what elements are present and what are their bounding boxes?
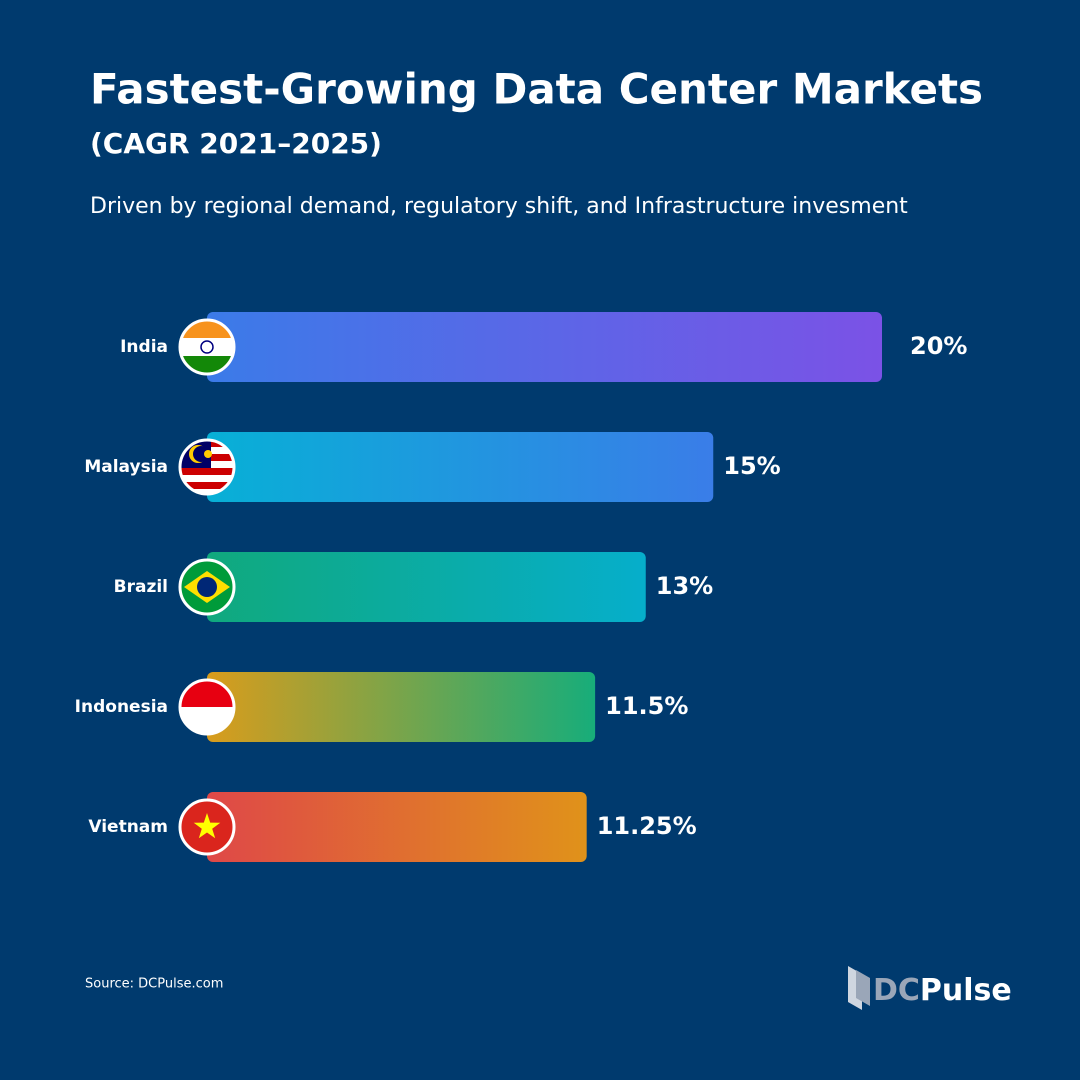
flag-globe: [197, 577, 217, 597]
value-label: 20%: [910, 332, 967, 360]
flag: [180, 800, 234, 854]
flag-stripe: [180, 468, 234, 475]
bar: [207, 312, 882, 382]
value-label: 11.5%: [605, 692, 688, 720]
flag-stripe: [180, 489, 234, 494]
flag-border: [178, 558, 236, 616]
chart-subtitle: (CAGR 2021–2025): [90, 127, 382, 160]
logo-icon: [856, 970, 870, 1006]
value-label: 13%: [656, 572, 713, 600]
bar: [207, 432, 714, 502]
category-label: Malaysia: [84, 457, 168, 477]
flag-stripe: [180, 482, 234, 489]
logo: DCPulse: [848, 966, 1012, 1010]
chart-description: Driven by regional demand, regulatory sh…: [90, 194, 908, 219]
flag-stripe: [180, 338, 234, 356]
flag-border: [178, 798, 236, 856]
value-label: 11.25%: [597, 812, 697, 840]
logo-dc: DC: [873, 973, 920, 1008]
bar: [207, 792, 587, 862]
flag-star: [193, 813, 221, 839]
flag-border: [178, 438, 236, 496]
bar: [207, 672, 596, 742]
category-label: India: [120, 337, 168, 357]
logo-text: DCPulse: [873, 973, 1012, 1008]
flag-stripe: [180, 475, 234, 482]
flag-chakra: [200, 340, 214, 354]
bar: [207, 552, 646, 622]
flag-crescent-cut: [193, 446, 209, 462]
flag-border: [178, 678, 236, 736]
category-label: Brazil: [114, 577, 168, 597]
flag-star: [204, 450, 212, 458]
flag: [180, 560, 234, 614]
category-label: Indonesia: [75, 697, 168, 717]
flag-border: [178, 318, 236, 376]
logo-pulse: Pulse: [920, 973, 1012, 1008]
source: Source: DCPulse.com: [85, 977, 223, 992]
chart-title: Fastest-Growing Data Center Markets: [90, 65, 983, 114]
value-label: 15%: [723, 452, 780, 480]
category-label: Vietnam: [88, 817, 168, 837]
